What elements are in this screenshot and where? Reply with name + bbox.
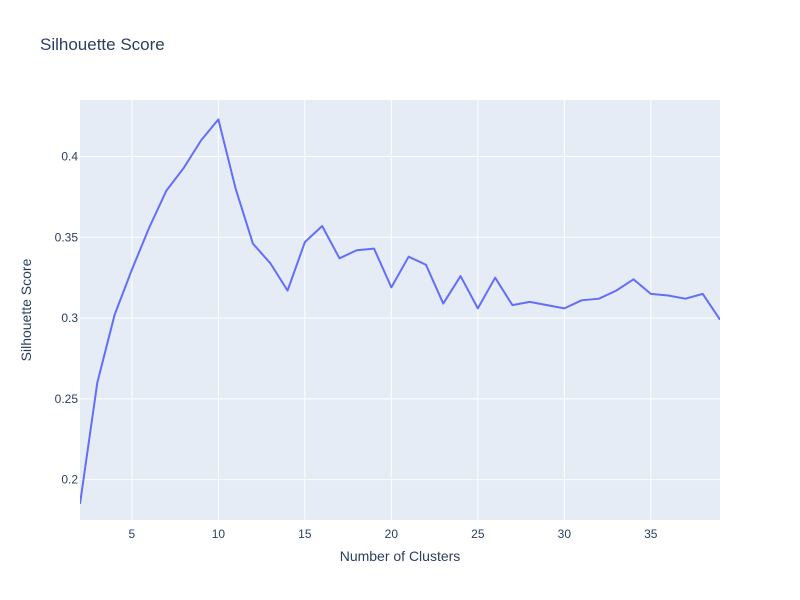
y-tick-label: 0.3	[61, 311, 78, 325]
y-axis-ticks: 0.2 0.25 0.3 0.35 0.4	[55, 150, 79, 487]
x-axis-title: Number of Clusters	[340, 548, 461, 564]
series-layer	[80, 118, 720, 504]
x-tick-label: 10	[212, 527, 226, 541]
y-tick-label: 0.2	[61, 473, 78, 487]
y-tick-label: 0.35	[55, 230, 79, 244]
x-axis-ticks: 5 10 15 20 25 30 35	[129, 527, 658, 541]
x-tick-label: 30	[558, 527, 572, 541]
x-tick-label: 15	[298, 527, 312, 541]
y-axis-title: Silhouette Score	[18, 258, 34, 361]
x-tick-label: 25	[471, 527, 485, 541]
gridlines	[80, 100, 720, 520]
y-tick-label: 0.4	[61, 150, 78, 164]
series-line	[80, 118, 720, 504]
chart-title: Silhouette Score	[40, 35, 165, 54]
x-tick-label: 5	[129, 527, 136, 541]
y-tick-label: 0.25	[55, 392, 79, 406]
x-tick-label: 35	[644, 527, 658, 541]
plot-area	[80, 100, 720, 520]
x-tick-label: 20	[385, 527, 399, 541]
